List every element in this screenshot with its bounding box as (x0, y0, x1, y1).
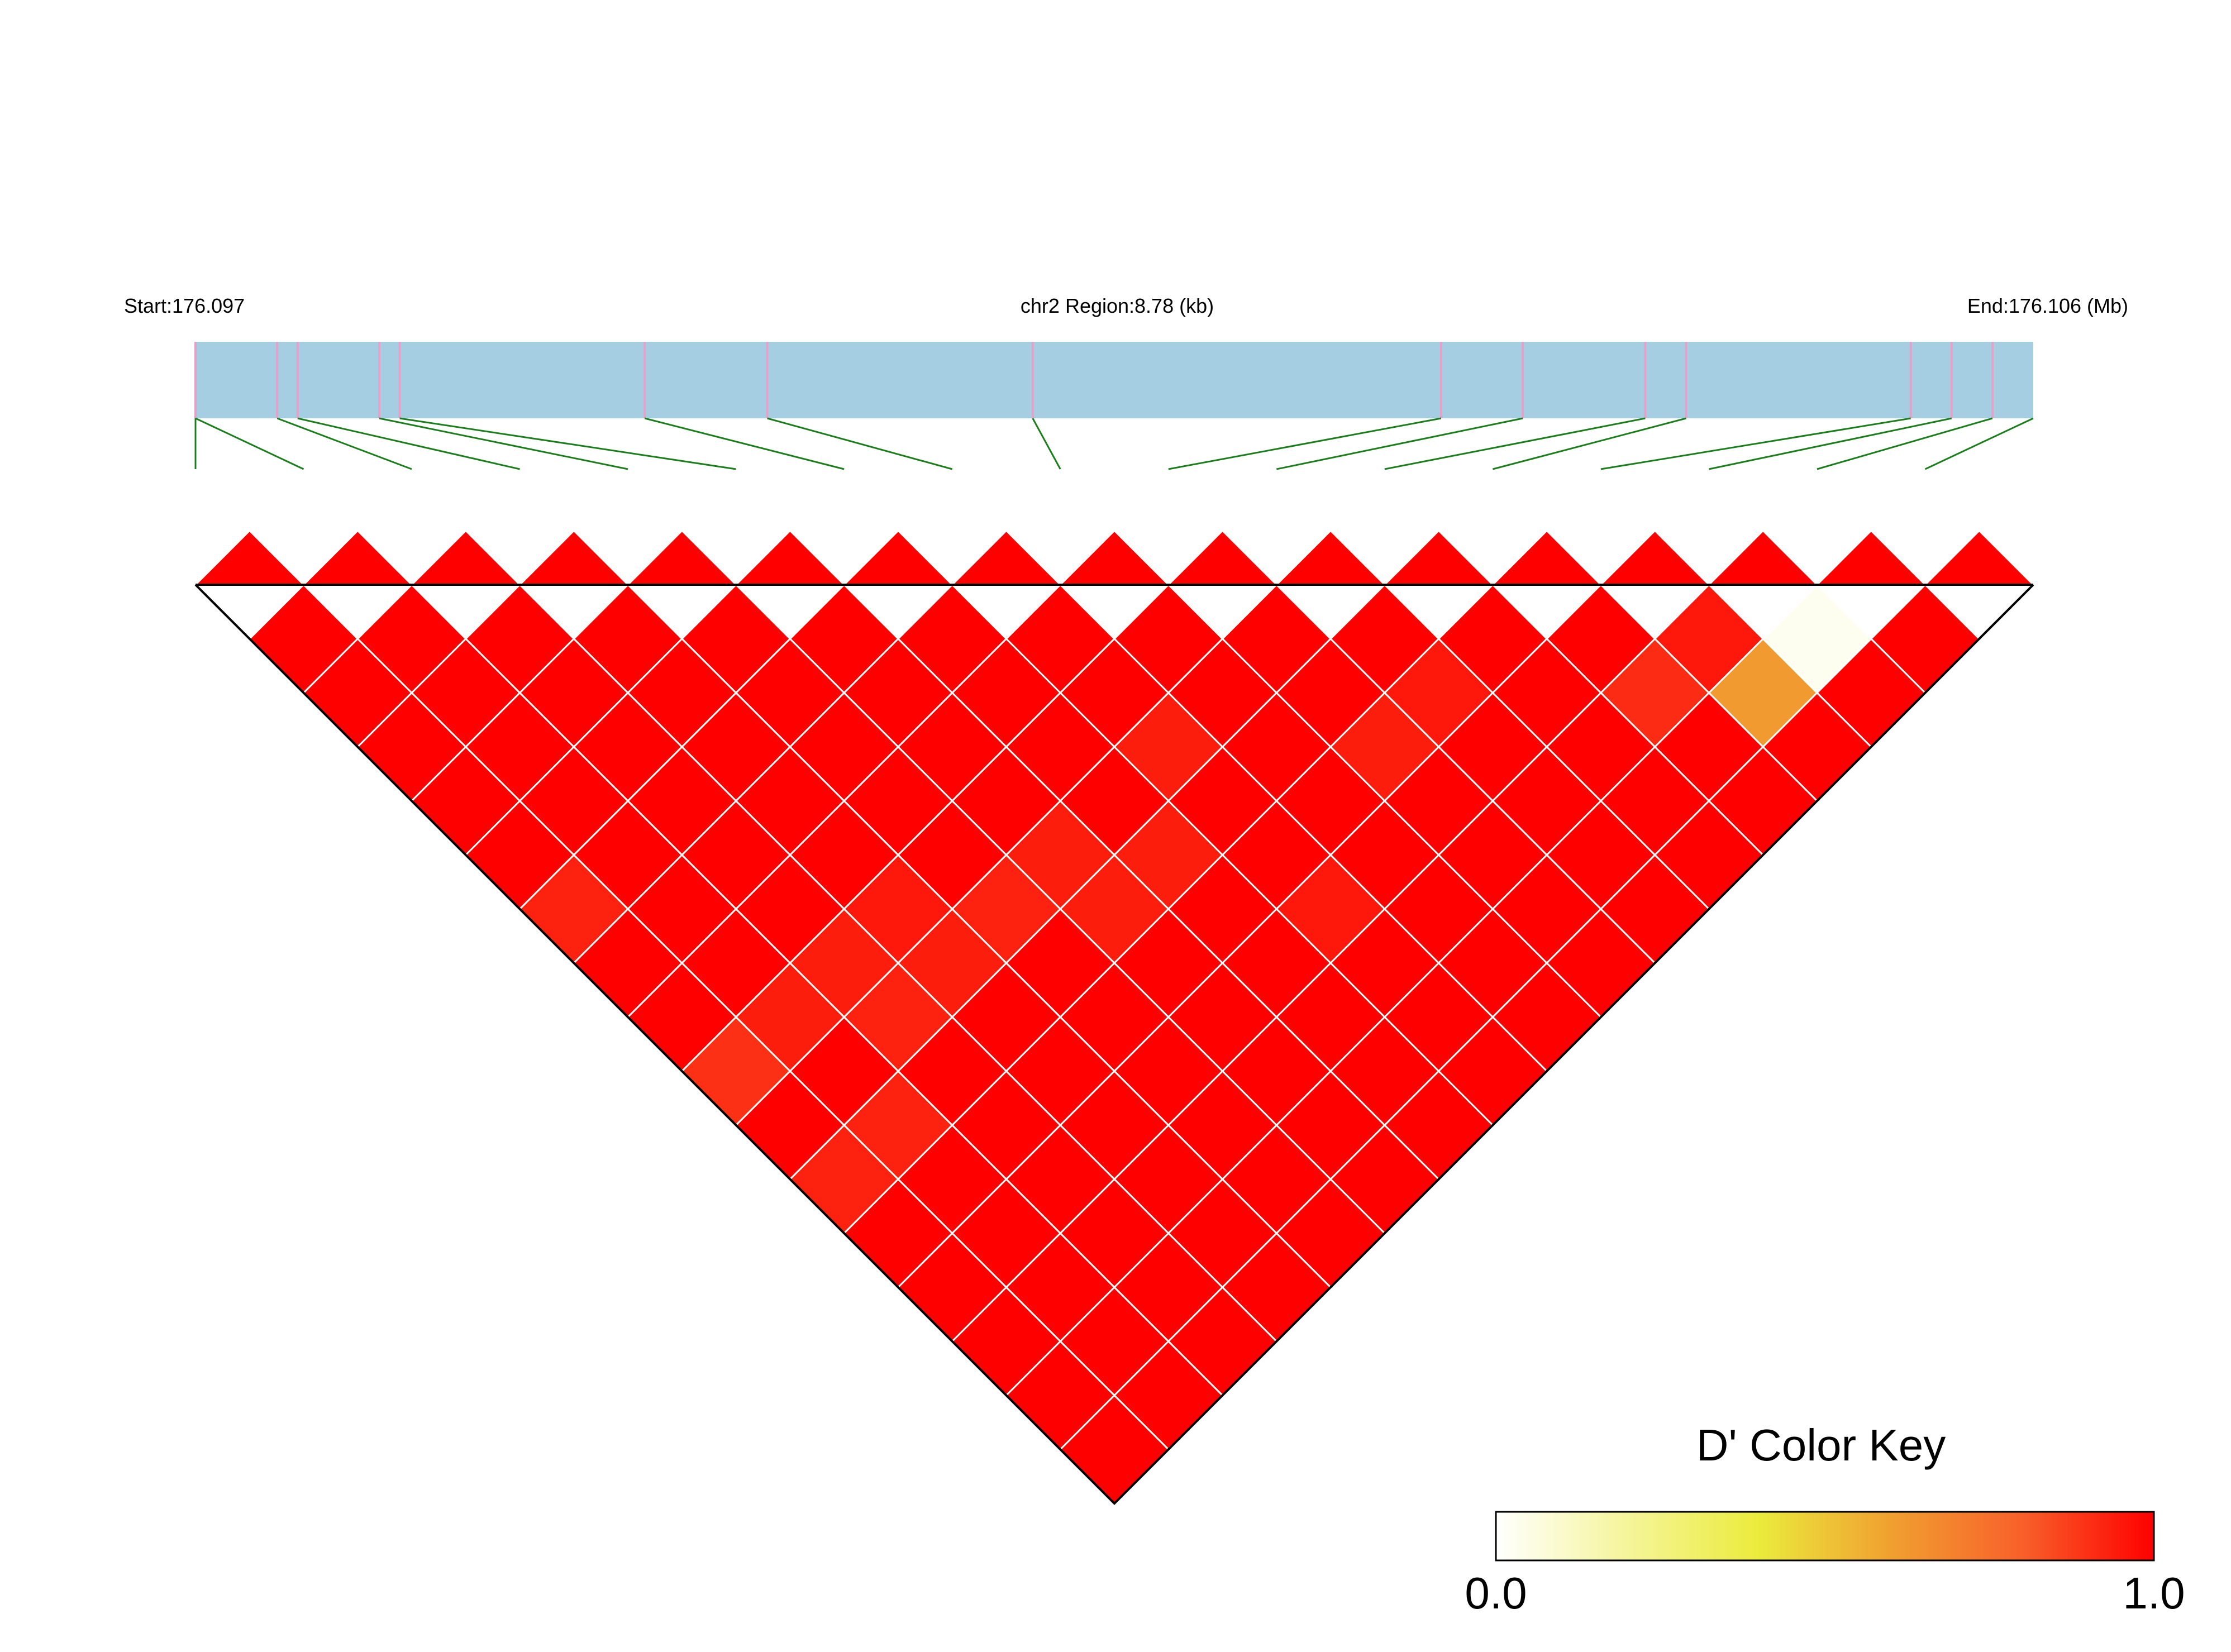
ld-diagonal-cell (1058, 529, 1171, 586)
snp-connector (1384, 417, 1646, 470)
snp-connector (1600, 417, 1911, 470)
chromosome-region-track (196, 342, 2033, 418)
heatmap-edge (194, 584, 2034, 1505)
ld-diagonal-cell (950, 529, 1062, 586)
ld-diagonal-cell (1166, 529, 1279, 586)
snp-connector (644, 417, 845, 470)
snp-connector (277, 417, 412, 470)
ld-diagonal-cell (1490, 529, 1603, 586)
region-title: chr2 Region:8.78 (kb) (1021, 294, 1214, 317)
snp-connector (1924, 417, 2034, 470)
ld-diagonal-cell (517, 529, 630, 586)
snp-connectors (194, 417, 2034, 470)
ld-diagonal-cell (409, 529, 522, 586)
ld-diagonal-cell (301, 529, 414, 586)
snp-connector (1276, 417, 1523, 470)
ld-diagonal-cell (1383, 529, 1495, 586)
color-key-bar (1495, 1511, 2155, 1562)
snp-connector (399, 417, 736, 470)
ld-diagonal-cell (734, 529, 846, 586)
snp-connector (379, 417, 628, 470)
snp-connector (1817, 417, 1993, 470)
ld-diagonal-cell (1706, 529, 1819, 586)
snp-connector (1709, 417, 1952, 470)
snp-connector (767, 417, 953, 470)
ld-diagonal-cell (842, 529, 955, 586)
snp-connector (297, 417, 520, 470)
snp-connector (1032, 418, 1061, 470)
ld-diagonal-cell (1923, 529, 2035, 586)
color-key-max-label: 1.0 (2123, 1568, 2185, 1618)
ld-diagonal-cell (1815, 529, 1928, 586)
snp-ticks (194, 342, 1994, 418)
snp-connector (195, 417, 304, 470)
region-end-label: End:176.106 (Mb) (1967, 294, 2128, 317)
color-key-title: D' Color Key (1696, 1420, 1946, 1470)
snp-connector (1168, 417, 1442, 470)
ld-diagonal-cell (626, 529, 738, 586)
ld-diagonal-cell (193, 529, 306, 586)
region-start-label: Start:176.097 (124, 294, 245, 317)
color-key-min-label: 0.0 (1465, 1568, 1527, 1618)
ld-cells (193, 529, 2035, 1505)
snp-connector (1492, 417, 1686, 470)
ld-diagonal-cell (1599, 529, 1712, 586)
ld-diagonal-cell (1274, 529, 1387, 586)
heatmap-outline (194, 584, 2034, 1505)
